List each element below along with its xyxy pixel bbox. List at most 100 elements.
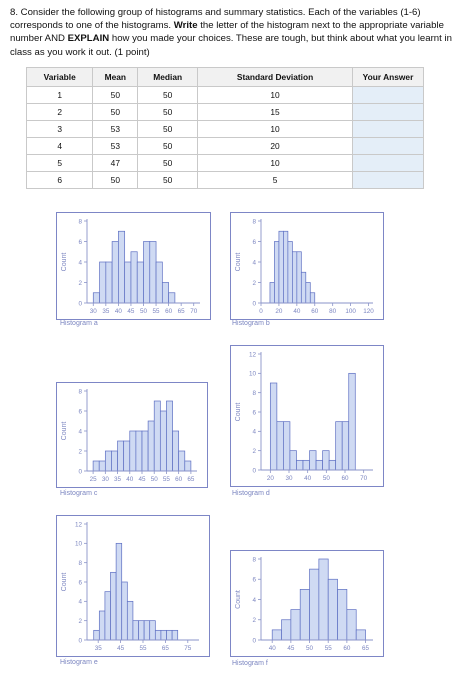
histogram-bar [111, 450, 118, 472]
cell-mean: 53 [92, 137, 139, 155]
x-tick-label: 50 [306, 645, 314, 652]
histogram-bar [141, 430, 149, 472]
histogram-a-chart: Count 0 2 4 6 8 30 35 40 45 50 55 60 65 70 [61, 218, 200, 315]
y-tick-label: 4 [252, 597, 256, 604]
header-median: Median [137, 67, 199, 87]
question-explain-bold: EXPLAIN [67, 33, 110, 45]
histogram-bar [171, 629, 179, 641]
table-row: 6 50 50 5 [25, 171, 424, 189]
histogram-bar [355, 629, 366, 641]
histogram-bar [292, 251, 298, 304]
histogram-bar [98, 460, 106, 472]
y-tick-label: 10 [249, 371, 257, 378]
x-tick-label: 70 [360, 475, 368, 482]
y-axis-label: Count [235, 253, 242, 272]
x-tick-label: 80 [329, 308, 337, 315]
y-tick-label: 6 [78, 239, 82, 246]
answer-cell-2[interactable] [352, 103, 424, 121]
x-tick-label: 40 [126, 476, 134, 483]
y-tick-label: 4 [252, 429, 256, 436]
histogram-bar [299, 589, 310, 641]
question-text: 8. Consider the following group of histo… [10, 6, 462, 59]
histogram-bar [281, 619, 292, 641]
x-tick-label: 55 [139, 645, 147, 652]
x-tick-label: 40 [293, 308, 301, 315]
y-tick-label: 4 [78, 599, 82, 606]
x-tick-label: 40 [304, 475, 312, 482]
cell-std-dev: 20 [197, 137, 353, 155]
cell-median: 50 [137, 86, 199, 104]
cell-variable: 3 [25, 120, 94, 138]
histogram-bar [322, 450, 330, 471]
cell-median: 50 [137, 154, 199, 172]
histogram-bar [318, 558, 329, 641]
table-row: 3 53 50 10 [25, 120, 424, 138]
y-tick-label: 8 [252, 556, 256, 563]
header-mean: Mean [92, 67, 139, 87]
x-tick-label: 30 [90, 308, 98, 315]
y-tick-label: 12 [75, 521, 83, 528]
answer-cell-5[interactable] [352, 154, 424, 172]
answer-cell-3[interactable] [352, 120, 424, 138]
x-tick-label: 25 [90, 476, 98, 483]
y-axis-label: Count [61, 422, 68, 441]
histogram-e-label: Histogram e [60, 659, 98, 666]
histogram-bar [104, 591, 111, 641]
histogram-bar [105, 261, 113, 304]
answer-cell-4[interactable] [352, 137, 424, 155]
answer-cell-6[interactable] [352, 171, 424, 189]
histogram-bar [335, 421, 343, 471]
y-tick-label: 2 [252, 280, 256, 287]
y-tick-label: 0 [78, 300, 82, 307]
histogram-c-panel: Count 0 2 4 6 8 25 30 35 40 45 50 55 60 65 [56, 382, 208, 488]
y-tick-label: 0 [78, 468, 82, 475]
histogram-bar [92, 292, 100, 304]
x-tick-label: 35 [102, 308, 110, 315]
x-tick-label: 55 [153, 308, 161, 315]
x-tick-label: 45 [117, 645, 125, 652]
table-row: 1 50 50 10 [25, 86, 424, 104]
question-lead: 8. Consider the following group of histo… [10, 7, 421, 32]
histogram-bar [309, 450, 317, 471]
cell-variable: 5 [25, 154, 94, 172]
histogram-bar [309, 292, 316, 304]
histogram-bar [346, 609, 357, 641]
histogram-bar [143, 241, 151, 304]
histogram-bar [126, 600, 134, 641]
histogram-bar [129, 430, 137, 472]
cell-variable: 1 [25, 86, 94, 104]
x-tick-label: 40 [115, 308, 123, 315]
x-tick-label: 60 [175, 476, 183, 483]
histogram-bar [327, 578, 338, 641]
histogram-bar [154, 629, 162, 641]
cell-std-dev: 10 [197, 86, 353, 104]
histogram-bar [271, 629, 282, 641]
y-tick-label: 2 [252, 448, 256, 455]
cell-mean: 53 [92, 120, 139, 138]
y-tick-label: 2 [78, 618, 82, 625]
histogram-bar [300, 271, 307, 304]
table-row: 2 50 50 15 [25, 103, 424, 121]
y-tick-label: 4 [78, 259, 82, 266]
histogram-bar [160, 629, 167, 641]
cell-std-dev: 10 [197, 154, 353, 172]
header-your-answer: Your Answer [352, 67, 424, 87]
x-tick-label: 60 [343, 645, 351, 652]
header-variable: Variable [25, 67, 94, 87]
x-tick-label: 55 [163, 476, 171, 483]
histogram-bar [159, 410, 167, 472]
y-tick-label: 6 [252, 239, 256, 246]
histogram-bar [315, 459, 323, 471]
table-row: 4 53 50 20 [25, 137, 424, 155]
histogram-bar [153, 400, 161, 472]
answer-cell-1[interactable] [352, 86, 424, 104]
histogram-bar [172, 430, 180, 472]
histogram-f-chart: Count 0 2 4 6 8 40 45 50 55 60 65 [235, 556, 373, 652]
x-tick-label: 35 [95, 645, 103, 652]
cell-std-dev: 5 [197, 171, 353, 189]
histogram-bar [341, 421, 350, 471]
x-tick-label: 65 [362, 645, 370, 652]
histogram-bar [166, 400, 173, 472]
x-tick-label: 60 [165, 308, 173, 315]
x-tick-label: 65 [178, 308, 186, 315]
